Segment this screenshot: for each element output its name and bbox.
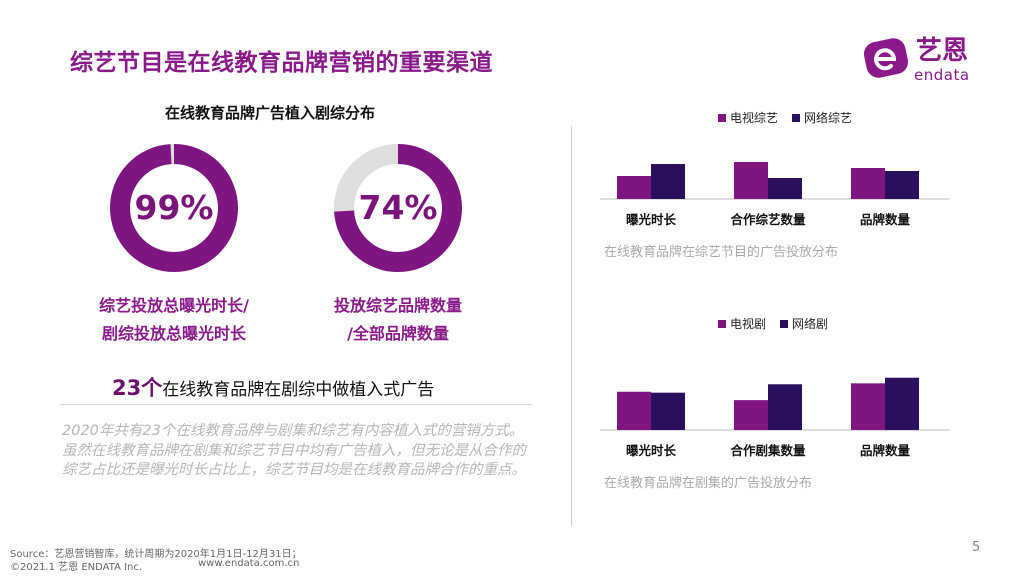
- category-label: 合作剧集数量: [730, 443, 806, 458]
- bar: [651, 164, 685, 199]
- category-label: 曝光时长: [626, 443, 677, 458]
- headline: 23个在线教育品牌在剧综中做植入式广告: [112, 372, 434, 402]
- page-title: 综艺节目是在线教育品牌营销的重要渠道: [70, 50, 493, 76]
- footer-url: www.endata.com.cn: [198, 558, 300, 569]
- headline-text: 在线教育品牌在剧综中做植入式广告: [162, 380, 435, 400]
- chart-note-variety: 在线教育品牌在综艺节目的广告投放分布: [604, 245, 839, 260]
- legend-label: 电视剧: [730, 316, 766, 331]
- bar: [617, 176, 651, 199]
- category-label: 曝光时长: [626, 212, 677, 227]
- vertical-divider: [571, 126, 572, 526]
- legend-label: 网络剧: [792, 316, 828, 331]
- legend-label: 网络综艺: [804, 110, 852, 125]
- caption-line: /全部品牌数量: [347, 324, 449, 343]
- bar: [734, 162, 768, 199]
- donut-section-title: 在线教育品牌广告植入剧综分布: [165, 104, 376, 122]
- summary-paragraph: 2020年共有23个在线教育品牌与剧集和综艺有内容植入式的营销方式。虽然在线教育…: [62, 423, 526, 478]
- donut-chart-variety-brands: 74%: [328, 138, 468, 278]
- caption-line: 综艺投放总曝光时长/: [99, 296, 249, 315]
- logo-en-text: endata: [914, 66, 970, 84]
- category-label: 合作综艺数量: [730, 212, 806, 227]
- category-label: 品牌数量: [860, 443, 911, 458]
- donut-caption-2: 投放综艺品牌数量 /全部品牌数量: [288, 292, 508, 348]
- endata-logo: 艺恩 endata: [862, 30, 992, 90]
- legend-swatch: [780, 320, 788, 328]
- category-label: 品牌数量: [860, 212, 911, 227]
- caption-line: 投放综艺品牌数量: [333, 296, 462, 315]
- bar: [768, 178, 802, 199]
- bar: [734, 400, 768, 430]
- footer-copyright: ©2021.1 艺恩 ENDATA Inc.: [10, 562, 143, 573]
- donut-caption-1: 综艺投放总曝光时长/ 剧综投放总曝光时长: [64, 292, 284, 348]
- chart-note-drama: 在线教育品牌在剧集的广告投放分布: [604, 476, 813, 491]
- headline-divider: [60, 404, 532, 405]
- headline-number: 23个: [112, 376, 163, 400]
- legend-swatch: [718, 320, 726, 328]
- legend-swatch: [792, 114, 800, 122]
- page-number: 5: [972, 540, 981, 555]
- donut-value-label: 99%: [134, 188, 214, 227]
- donut-chart-variety-exposure: 99%: [104, 138, 244, 278]
- bar: [768, 384, 802, 430]
- caption-line: 剧综投放总曝光时长: [101, 324, 246, 343]
- bar: [885, 377, 919, 430]
- bar: [617, 391, 651, 430]
- footer-source: Source：艺恩营销智库，统计周期为2020年1月1日-12月31日；: [10, 549, 302, 560]
- bar: [885, 171, 919, 199]
- bar: [851, 383, 885, 430]
- bar: [651, 392, 685, 430]
- bar: [851, 168, 885, 199]
- e-logo-icon: [863, 38, 909, 78]
- donut-value-arc: [110, 144, 238, 272]
- logo-cn-text: 艺恩: [916, 36, 969, 66]
- legend-swatch: [718, 114, 726, 122]
- legend-label: 电视综艺: [730, 110, 778, 125]
- donut-value-arc: [334, 144, 462, 272]
- donut-value-label: 74%: [358, 188, 438, 227]
